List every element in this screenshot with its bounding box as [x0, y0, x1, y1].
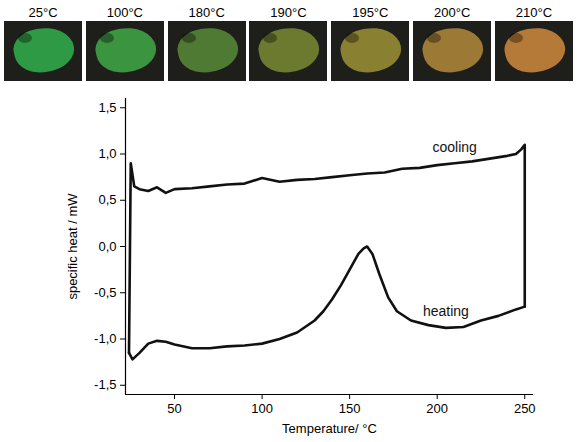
svg-text:200: 200: [426, 401, 448, 416]
svg-text:Temperature/ °C: Temperature/ °C: [282, 421, 377, 436]
svg-text:1,0: 1,0: [98, 146, 116, 161]
svg-text:0,0: 0,0: [98, 239, 116, 254]
html-text:195°C: 195°C: [352, 5, 389, 20]
html-text:100°C: 100°C: [106, 5, 143, 20]
html-text:200°C: 200°C: [434, 5, 471, 20]
svg-text:100: 100: [251, 401, 273, 416]
svg-text:-1,0: -1,0: [94, 331, 116, 346]
svg-text:cooling: cooling: [433, 139, 477, 155]
svg-text:50: 50: [167, 401, 181, 416]
svg-text:1,5: 1,5: [98, 100, 116, 115]
svg-text:-0,5: -0,5: [94, 285, 116, 300]
html-text:25°C: 25°C: [28, 5, 58, 20]
svg-text:heating: heating: [423, 303, 469, 319]
svg-text:-1,5: -1,5: [94, 377, 116, 392]
svg-text:150: 150: [339, 401, 361, 416]
html-text:180°C: 180°C: [188, 5, 225, 20]
svg-text:specific heat / mW: specific heat / mW: [65, 193, 80, 300]
html-text:190°C: 190°C: [270, 5, 307, 20]
html-text:210°C: 210°C: [515, 5, 553, 20]
svg-text:250: 250: [514, 401, 536, 416]
svg-text:0,5: 0,5: [98, 192, 116, 207]
